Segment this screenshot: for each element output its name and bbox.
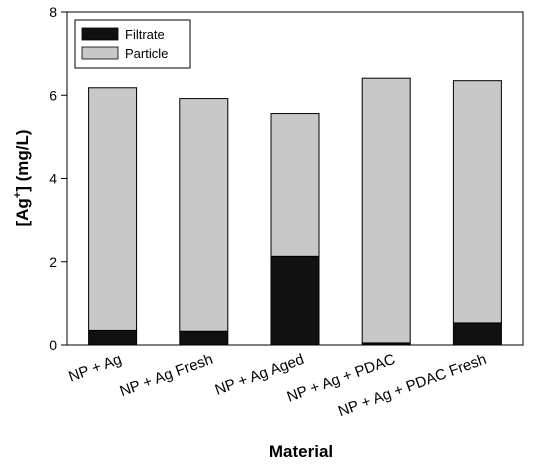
bar-particle: [88, 87, 138, 331]
legend-swatch-particle: [81, 46, 119, 60]
y-tick-label: 8: [49, 4, 57, 20]
y-tick-label: 6: [49, 87, 57, 103]
x-tick-label: NP + Ag: [66, 351, 124, 386]
bar-filtrate: [452, 322, 502, 346]
bar-filtrate: [179, 330, 229, 346]
bars: [88, 77, 502, 346]
x-tick-label: NP + Ag + PDAC Fresh: [336, 351, 489, 420]
bar-particle: [179, 98, 229, 332]
legend: Filtrate Particle: [74, 19, 191, 69]
legend-swatch-filtrate: [81, 27, 119, 41]
y-tick-label: 4: [49, 171, 57, 187]
legend-label-particle: Particle: [125, 46, 168, 61]
y-axis-title-main: [Ag: [13, 198, 32, 226]
y-tick-label: 0: [49, 337, 57, 353]
legend-label-filtrate: Filtrate: [125, 27, 165, 42]
y-axis-title-sup: +: [12, 192, 24, 198]
y-axis-title-rest: ] (mg/L): [13, 129, 32, 191]
x-axis-title: Material: [269, 442, 333, 461]
y-axis: 0 2 4 6 8: [49, 4, 67, 353]
bar-filtrate: [88, 329, 138, 346]
bar-filtrate: [270, 255, 320, 346]
bar-particle: [270, 113, 320, 257]
bar-particle: [361, 77, 411, 344]
y-axis-title: [Ag+] (mg/L): [12, 129, 32, 226]
y-tick-label: 2: [49, 254, 57, 270]
x-tick-label: NP + Ag Fresh: [118, 351, 216, 400]
bar-particle: [452, 80, 502, 324]
